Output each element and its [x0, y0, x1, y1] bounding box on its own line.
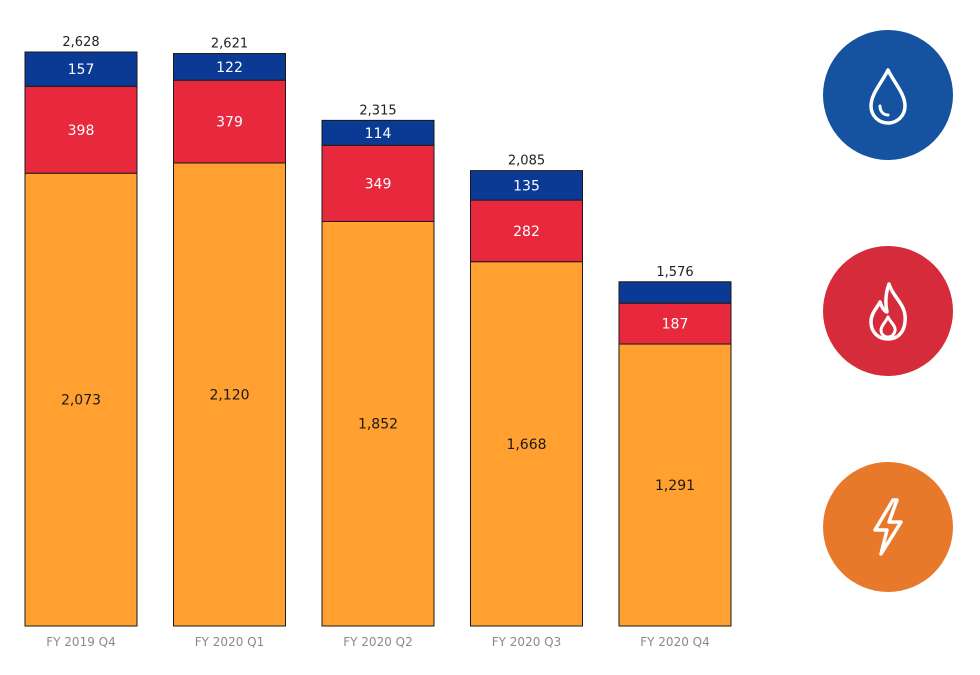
bar-total-label: 2,315 — [359, 103, 396, 118]
bar-value-label: 157 — [68, 62, 95, 78]
bar-total-label: 1,576 — [656, 265, 693, 280]
bar-value-label: 135 — [513, 178, 540, 194]
bar-segment-3-5 — [618, 281, 732, 304]
water-drop-icon — [823, 30, 953, 160]
bar-value-label: 1,291 — [655, 478, 695, 494]
bar-segment-1-1 — [24, 172, 138, 627]
bar-segment-2-1 — [24, 85, 138, 174]
bar-total-label: 2,085 — [508, 154, 545, 169]
bar-segment-1-3 — [321, 220, 435, 627]
stacked-bar-chart: 2,073 398 157 2,628 FY 2019 Q4 2,120 379 122 2,6… — [24, 35, 732, 649]
bar-segment-1-5 — [618, 343, 732, 627]
bar-segment-3-3 — [321, 119, 435, 146]
bar-segment-2-4 — [470, 199, 583, 263]
bar-segment-3-2 — [173, 53, 286, 81]
category-tick-label: FY 2020 Q4 — [640, 635, 709, 649]
bar-value-label: 2,073 — [61, 393, 101, 409]
bar-value-label: 282 — [513, 224, 540, 240]
bar-segment-1-2 — [173, 162, 286, 627]
bar-total-label: 2,621 — [211, 37, 248, 52]
bar-value-label: 349 — [365, 176, 392, 192]
bar-value-label: 122 — [216, 60, 243, 76]
bar-value-label: 187 — [662, 317, 689, 333]
bar-value-label: 379 — [216, 115, 243, 131]
bar-segment-1-4 — [470, 261, 583, 627]
lightning-bolt-icon — [823, 462, 953, 592]
bar-segment-2-3 — [321, 144, 435, 222]
category-tick-label: FY 2020 Q1 — [195, 635, 264, 649]
bar-total-label: 2,628 — [62, 35, 99, 50]
bar-value-label: 1,852 — [358, 417, 398, 433]
bar-value-label: 398 — [68, 123, 95, 139]
category-tick-label: FY 2020 Q2 — [343, 635, 412, 649]
bar-segment-3-4 — [470, 170, 583, 201]
bar-segment-3-1 — [24, 51, 138, 87]
bar-value-label: 1,668 — [506, 437, 546, 453]
category-tick-label: FY 2019 Q4 — [46, 635, 115, 649]
bar-segment-2-2 — [173, 79, 286, 164]
bar-value-label: 2,120 — [209, 387, 249, 403]
category-tick-label: FY 2020 Q3 — [492, 635, 561, 649]
flame-icon — [823, 246, 953, 376]
bar-value-label: 114 — [365, 126, 392, 142]
